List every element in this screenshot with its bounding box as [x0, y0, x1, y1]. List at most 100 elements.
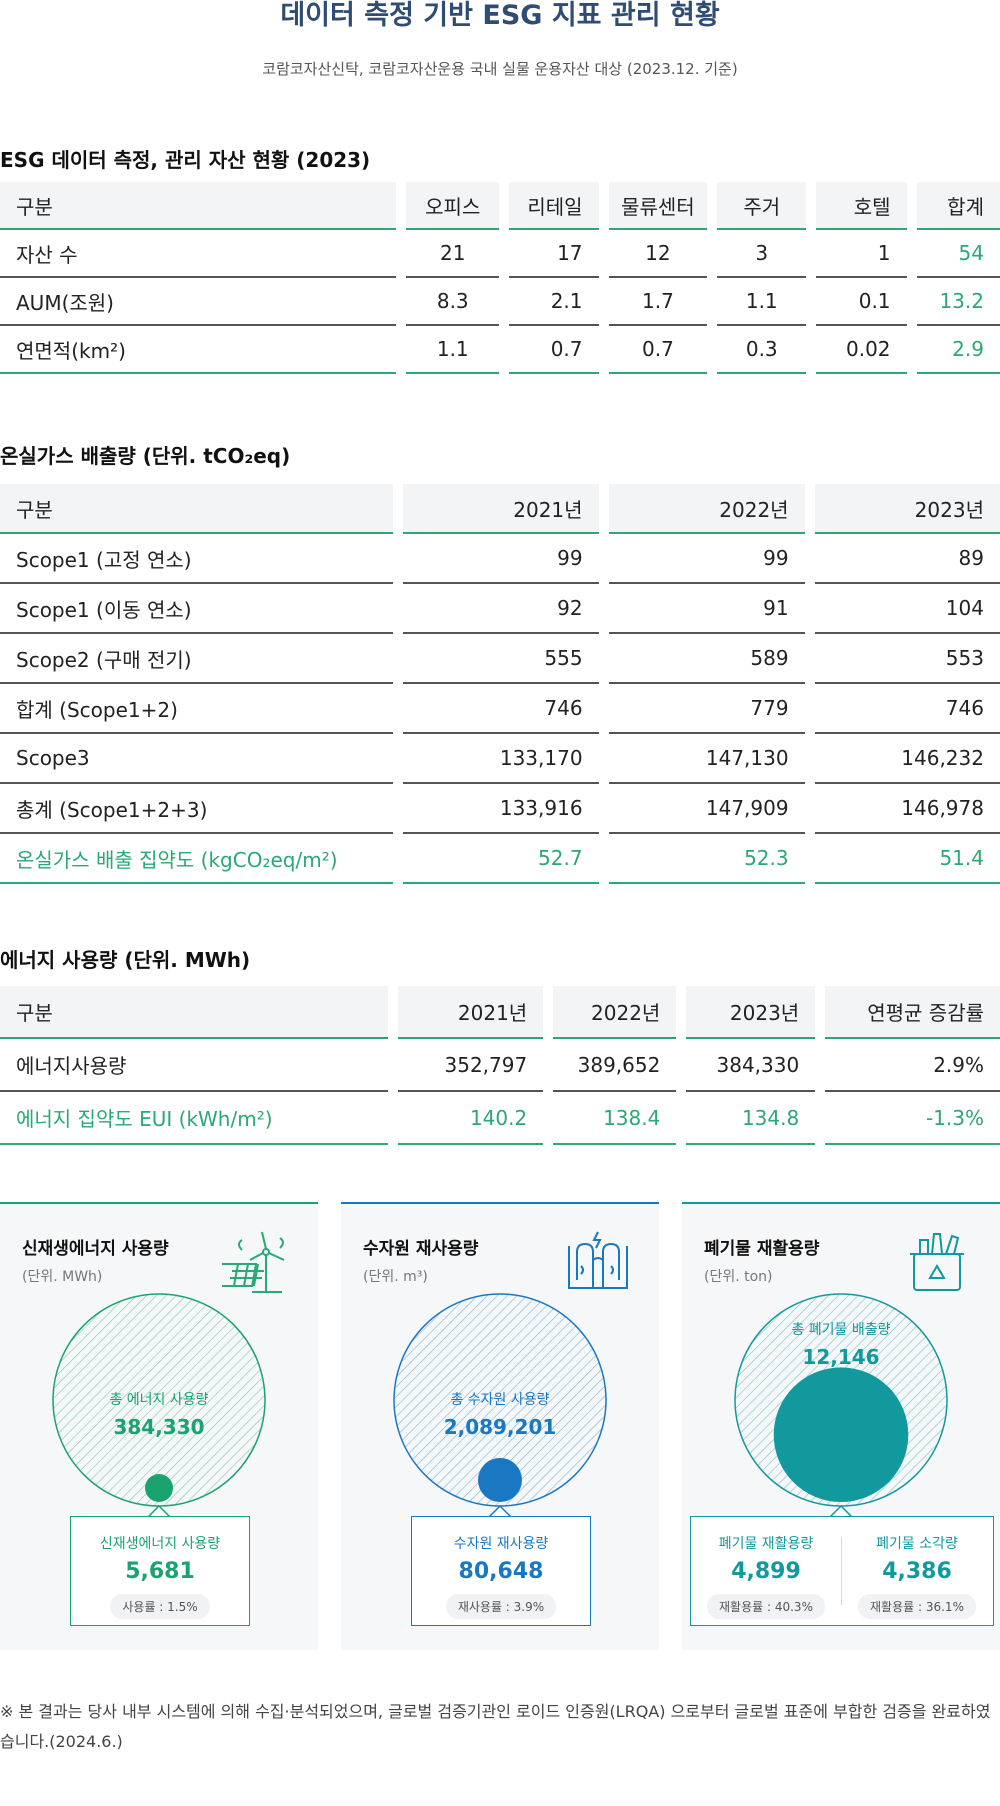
table-cell: 92 [402, 584, 599, 634]
water-pointer [488, 1504, 512, 1518]
column-header: 연평균 증감률 [867, 1001, 984, 1025]
header-cell: 2021년 [398, 986, 544, 1039]
page-subtitle: 코람코자산신탁, 코람코자산운용 국내 실물 운용자산 대상 (2023.12.… [262, 60, 738, 78]
renewable-total-value: 384,330 [113, 1415, 204, 1439]
table-cell: 138.4 [603, 1105, 661, 1130]
table-cell: Scope1 (이동 연소) [0, 584, 393, 634]
table-cell: 384,330 [686, 1039, 816, 1092]
water-chart: 총 수자원 사용량 2,089,201 [393, 1293, 607, 1518]
table-cell: 89 [958, 546, 984, 570]
table-cell: 138.4 [553, 1092, 677, 1145]
waste-chart: 총 폐기물 배출량 12,146 [734, 1293, 948, 1518]
table-cell: 89 [814, 534, 1000, 584]
table-cell: 91 [763, 596, 789, 620]
table-cell: 555 [544, 646, 583, 670]
header-cell: 물류센터 [608, 182, 708, 230]
column-header: 2021년 [513, 497, 583, 522]
table-cell: 1.1 [717, 278, 807, 326]
row-label: Scope3 [16, 746, 90, 770]
table-cell: 746 [402, 684, 599, 734]
renewable-card: 신재생에너지 사용량 (단위. MWh) 총 에너지 사용량 384,330 신재… [0, 1202, 318, 1650]
table-cell: 352,797 [398, 1039, 544, 1092]
table-cell: 1.7 [608, 278, 708, 326]
table-cell: Scope3 [0, 734, 393, 784]
table-cell: 21 [440, 241, 466, 265]
table-cell: 54 [916, 230, 1000, 278]
table-cell: 52.7 [402, 834, 599, 884]
table-cell: 104 [814, 584, 1000, 634]
renewable-card-unit: (단위. MWh) [22, 1269, 103, 1285]
table-cell: 92 [557, 596, 583, 620]
header-cell: 구분 [0, 182, 397, 230]
header-cell: 주거 [717, 182, 807, 230]
water-card: 수자원 재사용량 (단위. m³) 총 수자원 사용량 2,089,201 수자원… [341, 1202, 659, 1650]
table-row: 총계 (Scope1+2+3) 133,916 147,909 146,978 [0, 784, 1000, 834]
table-cell: 133,916 [402, 784, 599, 834]
table-cell: 1.1 [745, 289, 778, 313]
table-cell: 온실가스 배출 집약도 (kgCO₂eq/m²) [0, 834, 393, 884]
table-cell: 746 [544, 696, 583, 720]
header-cell: 2022년 [553, 986, 677, 1039]
renewable-box: 신재생에너지 사용량 5,681 사용률 : 1.5% [70, 1516, 250, 1626]
table-row: 에너지 집약도 EUI (kWh/m²) 140.2 138.4 134.8 -1.3% [0, 1092, 1000, 1145]
column-header: 리테일 [527, 194, 583, 219]
table-row: 자산 수 21 17 12 3 1 54 [0, 230, 1000, 278]
table-cell: 555 [402, 634, 599, 684]
table-row: Scope1 (이동 연소) 92 91 104 [0, 584, 1000, 634]
table-cell: 146,978 [814, 784, 1000, 834]
table-cell: 13.2 [939, 289, 984, 313]
table-cell: 146,232 [814, 734, 1000, 784]
row-label: 합계 (Scope1+2) [16, 697, 178, 722]
table-cell: 134.8 [741, 1105, 800, 1130]
table-cell: 133,916 [499, 796, 583, 820]
column-header: 2022년 [591, 1001, 661, 1025]
table-row: 연면적(km²) 1.1 0.7 0.7 0.3 0.02 2.9 [0, 326, 1000, 374]
table-cell: 1 [877, 241, 891, 265]
header-cell: 호텔 [816, 182, 907, 230]
row-label: 에너지사용량 [16, 1054, 127, 1078]
table-cell: Scope2 (구매 전기) [0, 634, 393, 684]
table-cell: 779 [608, 684, 805, 734]
table-cell: 91 [608, 584, 805, 634]
table-cell: 1.7 [641, 289, 674, 313]
table-header-row: 구분 2021년 2022년 2023년 [0, 484, 1000, 534]
table-row: Scope3 133,170 147,130 146,232 [0, 734, 1000, 784]
table-header-row: 구분 2021년 2022년 2023년 연평균 증감률 [0, 986, 1000, 1039]
table-cell: 589 [750, 646, 789, 670]
water-box: 수자원 재사용량 80,648 재사용률 : 3.9% [411, 1516, 591, 1626]
waste-card-title: 폐기물 재활용량 [704, 1239, 820, 1259]
table-cell: 0.3 [717, 326, 807, 374]
table-cell: 2.9 [952, 337, 984, 361]
table-cell: 12 [608, 230, 708, 278]
renewable-box-pill: 사용률 : 1.5% [110, 1594, 210, 1619]
row-label: 에너지 집약도 EUI (kWh/m²) [16, 1107, 273, 1131]
table-cell: 99 [402, 534, 599, 584]
row-label: 총계 (Scope1+2+3) [16, 797, 208, 822]
table-cell: 0.7 [641, 337, 674, 361]
table-cell: 8.3 [436, 289, 469, 313]
table-cell: 8.3 [406, 278, 500, 326]
table-cell: 146,232 [901, 746, 984, 770]
asset-section-title: ESG 데이터 측정, 관리 자산 현황 (2023) [0, 148, 371, 172]
waste-recycle-pill: 재활용률 : 40.3% [707, 1594, 825, 1619]
column-header: 2022년 [719, 497, 789, 522]
water-card-unit: (단위. m³) [363, 1269, 428, 1285]
table-cell: 0.02 [816, 326, 907, 374]
header-cell: 구분 [0, 986, 389, 1039]
waste-incin-label: 폐기물 소각량 [876, 1536, 958, 1552]
water-part-circle [478, 1458, 522, 1502]
column-header: 2021년 [457, 1001, 528, 1025]
waste-box: 폐기물 재활용량 4,899 재활용률 : 40.3% 폐기물 소각량 4,38… [690, 1516, 994, 1626]
table-row: Scope2 (구매 전기) 555 589 553 [0, 634, 1000, 684]
column-header: 물류센터 [621, 194, 695, 219]
table-cell: 0.1 [858, 289, 891, 313]
renewable-box-label: 신재생에너지 사용량 [99, 1536, 221, 1552]
table-cell: 2.9% [933, 1052, 984, 1077]
waste-recycle-value: 4,899 [731, 1559, 801, 1584]
table-cell: 147,909 [705, 796, 789, 820]
table-cell: 553 [945, 646, 984, 670]
table-cell: 52.7 [538, 846, 583, 870]
table-cell: 1 [816, 230, 907, 278]
header-cell: 구분 [0, 484, 393, 534]
table-cell: 147,130 [705, 746, 789, 770]
